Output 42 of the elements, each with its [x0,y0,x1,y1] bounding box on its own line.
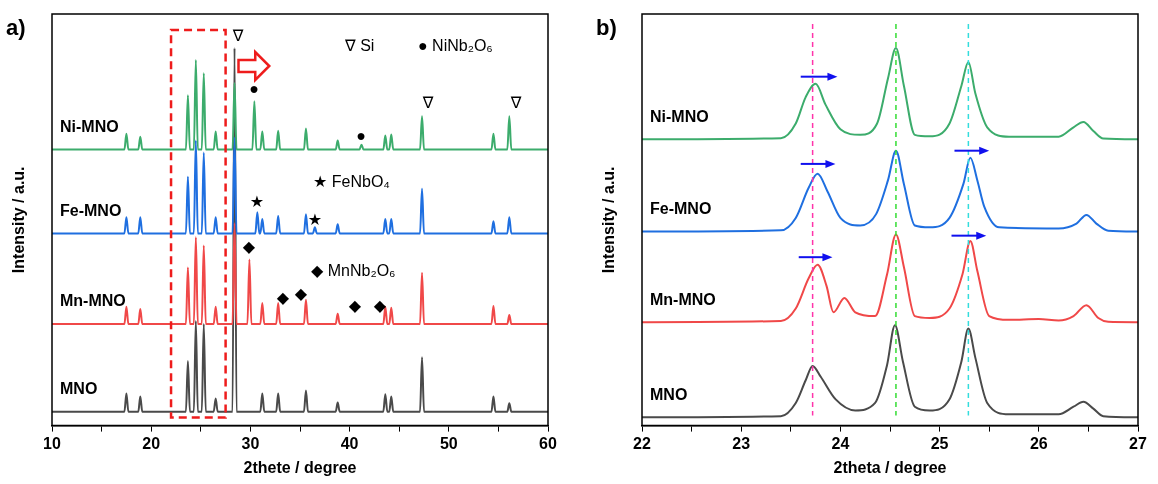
annotation: ◆ [348,297,362,315]
annotation: ◆ [276,289,290,307]
x-tick-label: 25 [930,434,949,452]
x-tick-label: 50 [439,434,458,452]
annotation: ★ [307,211,323,229]
x-tick-label: 60 [539,434,557,452]
x-tick-label: 26 [1029,434,1048,452]
y-axis-title: Intensity / a.u. [10,166,28,274]
annotation: ★ [249,193,265,211]
series-label: Ni-MNO [650,107,709,125]
x-axis-title: 2theta / degree [833,458,947,476]
series-label: Mn-MNO [60,292,126,310]
x-tick-label: 23 [732,434,751,452]
x-tick-label: 27 [1129,434,1147,452]
series-label: MNO [60,380,98,398]
x-axis-title: 2thete / degree [243,458,357,476]
series-label: MNO [650,385,688,403]
annotation: ∇ [421,94,434,112]
x-tick-label: 20 [142,434,161,452]
annotation: ★ FeNbO₄ [313,173,390,191]
x-tick-label: 40 [340,434,359,452]
annotation: ◆ [294,285,308,303]
x-tick-label: 10 [43,434,61,452]
y-axis-title: Intensity / a.u. [600,166,618,274]
series-label: Fe-MNO [60,201,122,219]
x-tick-label: 22 [633,434,651,452]
annotation: ● NiNb₂O₆ [418,37,493,55]
series-label: Mn-MNO [650,290,716,308]
annotation: ● [356,127,366,145]
annotation: ● [249,80,259,98]
series-label: Fe-MNO [650,199,712,217]
annotation: ∇ [509,94,522,112]
x-tick-label: 30 [241,434,260,452]
series-label: Ni-MNO [60,117,119,135]
annotation: ◆ [373,297,387,315]
annotation: ◆ MnNb₂O₆ [311,262,396,280]
chart-title: b) [596,15,617,41]
annotation: ∇ Si [344,37,375,55]
text: ∇ [231,27,244,45]
x-tick-label: 24 [831,434,850,452]
chart-title: a) [6,15,26,41]
annotation: ◆ [242,238,256,256]
